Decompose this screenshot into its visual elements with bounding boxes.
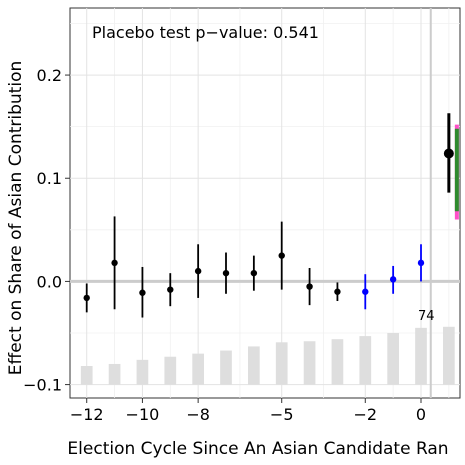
placebo-annotation: Placebo test p−value: 0.541 [92,23,319,42]
y-tick-label: 0.2 [37,66,62,85]
estimate-point [334,288,341,295]
estimate-point [250,269,258,277]
count-bar [164,356,177,385]
count-bar [248,346,260,385]
count-bar [303,341,316,385]
x-tick-label: −8 [186,405,210,424]
count-bar [331,339,344,385]
axes: −12 −10 −8 −5 −2 0 −0.1 0.0 0.1 0.2 [23,66,426,424]
estimate-marks [83,113,459,318]
y-axis-title: Effect on Share of Asian Contribution [6,61,26,376]
count-bar [415,327,427,385]
estimate-point [111,259,118,267]
count-bar [192,353,204,385]
y-tick-label: 0.0 [37,272,62,291]
count-bar [359,336,372,385]
count-label: 74 [418,309,435,324]
count-bar [136,359,149,385]
count-bar [108,363,121,385]
x-tick-label: −12 [70,405,104,424]
estimate-point [417,259,425,267]
estimate-point [222,269,230,277]
estimate-point [139,289,146,296]
count-bar [275,342,288,385]
x-tick-label: −5 [270,405,294,424]
estimate-point [278,252,285,259]
estimate-point [389,276,397,283]
x-tick-label: −10 [126,405,160,424]
estimate-point [443,148,454,159]
plot-panel [69,7,461,399]
count-bar [220,350,232,385]
y-tick-label: 0.1 [37,169,62,188]
x-tick-label: −2 [353,405,377,424]
estimate-point [83,294,90,302]
count-bar [387,333,399,385]
estimate-point [194,267,202,275]
estimate-point [306,283,313,290]
count-bars [80,326,455,385]
x-axis-title: Election Cycle Since An Asian Candidate … [67,439,448,459]
count-bar [80,366,93,385]
y-tick-label: −0.1 [23,376,62,395]
count-bar [443,326,455,385]
estimate-point [167,286,174,293]
x-tick-label: 0 [416,405,426,424]
estimate-point [362,288,369,295]
